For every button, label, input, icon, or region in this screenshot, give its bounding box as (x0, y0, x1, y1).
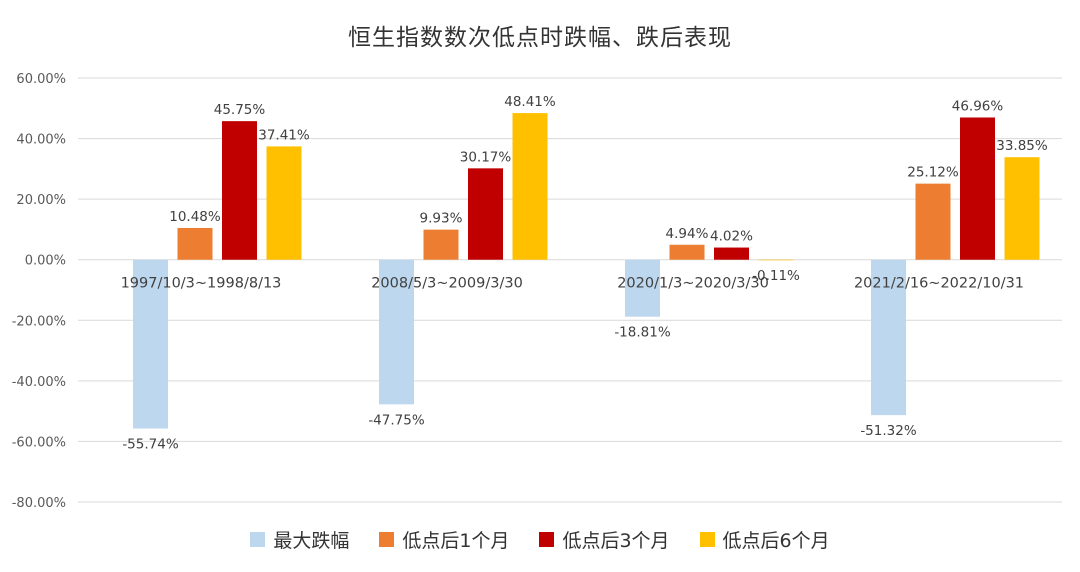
bar (266, 146, 302, 260)
y-tick-label: 40.00% (16, 133, 66, 148)
legend-item-6-month: 低点后6个月 (699, 526, 830, 553)
data-label: 48.41% (504, 94, 556, 110)
bar (177, 227, 213, 260)
bar (871, 259, 906, 416)
legend-swatch-3-month (539, 532, 555, 547)
data-label: 9.93% (420, 211, 463, 227)
data-label: 4.94% (666, 226, 709, 242)
y-tick-label: -80.00% (12, 496, 66, 511)
legend-label-max-drop: 最大跌幅 (273, 530, 350, 552)
data-label: 4.02% (710, 229, 753, 245)
data-label: -47.75% (368, 412, 425, 428)
data-label: 25.12% (907, 165, 959, 181)
bar (714, 247, 749, 260)
bar (915, 183, 951, 260)
legend-label-6-month: 低点后6个月 (722, 530, 830, 552)
y-tick-label: -20.00% (12, 314, 66, 329)
legend-swatch-max-drop (250, 532, 266, 547)
legend-label-3-month: 低点后3个月 (562, 530, 670, 552)
data-label: -18.81% (614, 325, 671, 341)
data-label: 10.48% (169, 209, 221, 225)
bar (669, 244, 705, 260)
y-tick-label: -40.00% (12, 375, 66, 390)
chart-title: 恒生指数数次低点时跌幅、跌后表现 (348, 25, 732, 51)
bar (133, 259, 168, 429)
bar (222, 121, 257, 260)
bar (1004, 157, 1040, 260)
data-label: -51.32% (860, 423, 917, 439)
x-category-label: 2008/5/3~2009/3/30 (371, 276, 523, 292)
x-category-label: 1997/10/3~1998/8/13 (121, 276, 282, 292)
bar (758, 259, 794, 261)
legend-item-max-drop: 最大跌幅 (250, 526, 349, 553)
y-tick-label: 60.00% (16, 72, 66, 87)
bar (423, 229, 459, 260)
legend-item-3-month: 低点后3个月 (539, 526, 670, 553)
bar (468, 168, 503, 260)
data-label: 33.85% (996, 138, 1048, 154)
bar (379, 259, 414, 405)
data-label: 30.17% (460, 149, 512, 165)
y-tick-label: -60.00% (12, 435, 66, 450)
bar (512, 113, 548, 260)
legend-item-1-month: 低点后1个月 (379, 526, 509, 553)
y-tick-label: 0.00% (25, 254, 66, 269)
legend: 最大跌幅 低点后1个月 低点后3个月 低点后6个月 (0, 526, 1080, 553)
x-category-label: 2021/2/16~2022/10/31 (854, 276, 1024, 292)
y-tick-label: 20.00% (16, 193, 66, 208)
data-label: -0.11% (752, 268, 800, 284)
bar (960, 117, 995, 260)
data-label: 37.41% (258, 127, 310, 143)
data-label: 46.96% (952, 98, 1004, 114)
legend-label-1-month: 低点后1个月 (402, 530, 510, 552)
x-category-label: 2020/1/3~2020/3/30 (617, 276, 769, 292)
legend-swatch-6-month (699, 532, 715, 547)
legend-swatch-1-month (379, 532, 395, 547)
bar (625, 259, 660, 317)
data-label: 45.75% (214, 102, 266, 118)
data-label: -55.74% (122, 437, 179, 453)
